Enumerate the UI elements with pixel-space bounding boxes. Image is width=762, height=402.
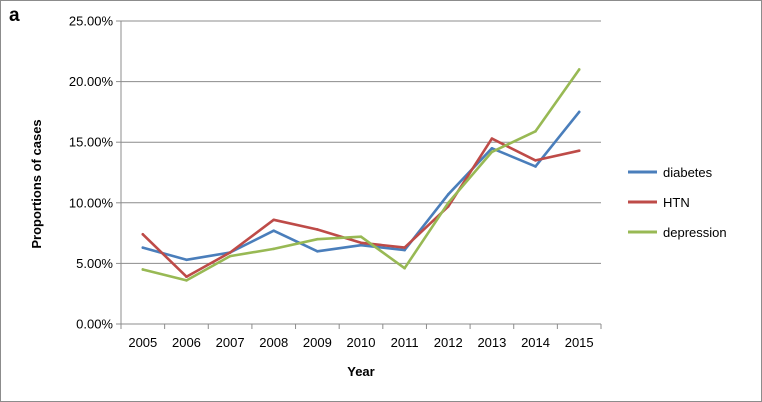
y-tick-label: 10.00% (69, 195, 114, 210)
x-tick-label: 2011 (391, 335, 419, 350)
gridlines (121, 20, 601, 264)
data-point-depression (185, 279, 188, 282)
data-point-depression (359, 235, 363, 239)
data-point-htn (141, 233, 145, 236)
series-lines (141, 68, 581, 282)
legend-label: diabetes (663, 165, 713, 180)
data-point-diabetes (272, 229, 276, 232)
data-point-htn (228, 251, 232, 254)
x-tick-label: 2008 (259, 335, 288, 350)
data-point-htn (577, 149, 581, 152)
data-point-diabetes (577, 110, 581, 114)
x-tick-label: 2013 (477, 335, 506, 350)
data-point-htn (272, 218, 276, 222)
data-point-depression (141, 268, 145, 271)
legend-item-depression: depression (628, 225, 727, 240)
data-point-diabetes (185, 258, 188, 262)
data-point-htn (490, 137, 494, 140)
legend-label: HTN (663, 195, 690, 210)
data-point-depression (403, 266, 406, 270)
data-point-diabetes (490, 146, 494, 150)
y-tick-label: 25.00% (69, 14, 114, 29)
y-axis-title: Proportions of cases (29, 119, 44, 248)
legend-item-diabetes: diabetes (628, 165, 713, 180)
y-tick-label: 15.00% (69, 135, 114, 150)
x-tick-label: 2005 (128, 335, 157, 350)
data-point-depression (446, 201, 450, 205)
data-point-htn (534, 159, 537, 162)
data-point-depression (228, 254, 232, 258)
x-tick-label: 2010 (347, 335, 376, 350)
data-point-depression (534, 129, 537, 133)
data-point-htn (185, 275, 188, 279)
data-point-htn (316, 228, 319, 231)
data-point-diabetes (316, 249, 319, 253)
data-point-depression (490, 150, 494, 154)
y-tick-labels: 0.00% 5.00% 10.00% 15.00% 20.00% 25.00% (69, 14, 114, 332)
series-line-depression (141, 68, 581, 282)
data-point-diabetes (359, 243, 363, 247)
legend: diabetes HTN depression (628, 165, 727, 240)
x-tick-label: 2009 (303, 335, 332, 350)
y-tick-label: 0.00% (76, 317, 113, 332)
data-point-depression (272, 247, 276, 251)
data-point-diabetes (446, 193, 450, 196)
panel-label: a (9, 5, 20, 26)
data-point-diabetes (403, 248, 406, 252)
y-tick-label: 5.00% (76, 256, 113, 271)
x-tick-label: 2006 (172, 335, 201, 350)
data-point-depression (577, 68, 581, 71)
x-tick-labels: 2005 2006 2007 2008 2009 2010 2011 2012 2013 2014… (128, 335, 593, 350)
axes (116, 20, 602, 329)
data-point-diabetes (141, 246, 145, 249)
x-tick-label: 2007 (216, 335, 245, 350)
x-tick-label: 2015 (565, 335, 594, 350)
x-tick-label: 2014 (521, 335, 550, 350)
data-point-depression (316, 237, 319, 241)
legend-label: depression (663, 225, 727, 240)
x-axis-title: Year (347, 364, 374, 379)
x-tick-label: 2012 (434, 335, 463, 350)
y-tick-label: 20.00% (69, 74, 114, 89)
legend-item-htn: HTN (628, 195, 690, 210)
data-point-htn (403, 246, 406, 249)
data-point-htn (359, 241, 363, 245)
data-point-diabetes (534, 165, 537, 168)
